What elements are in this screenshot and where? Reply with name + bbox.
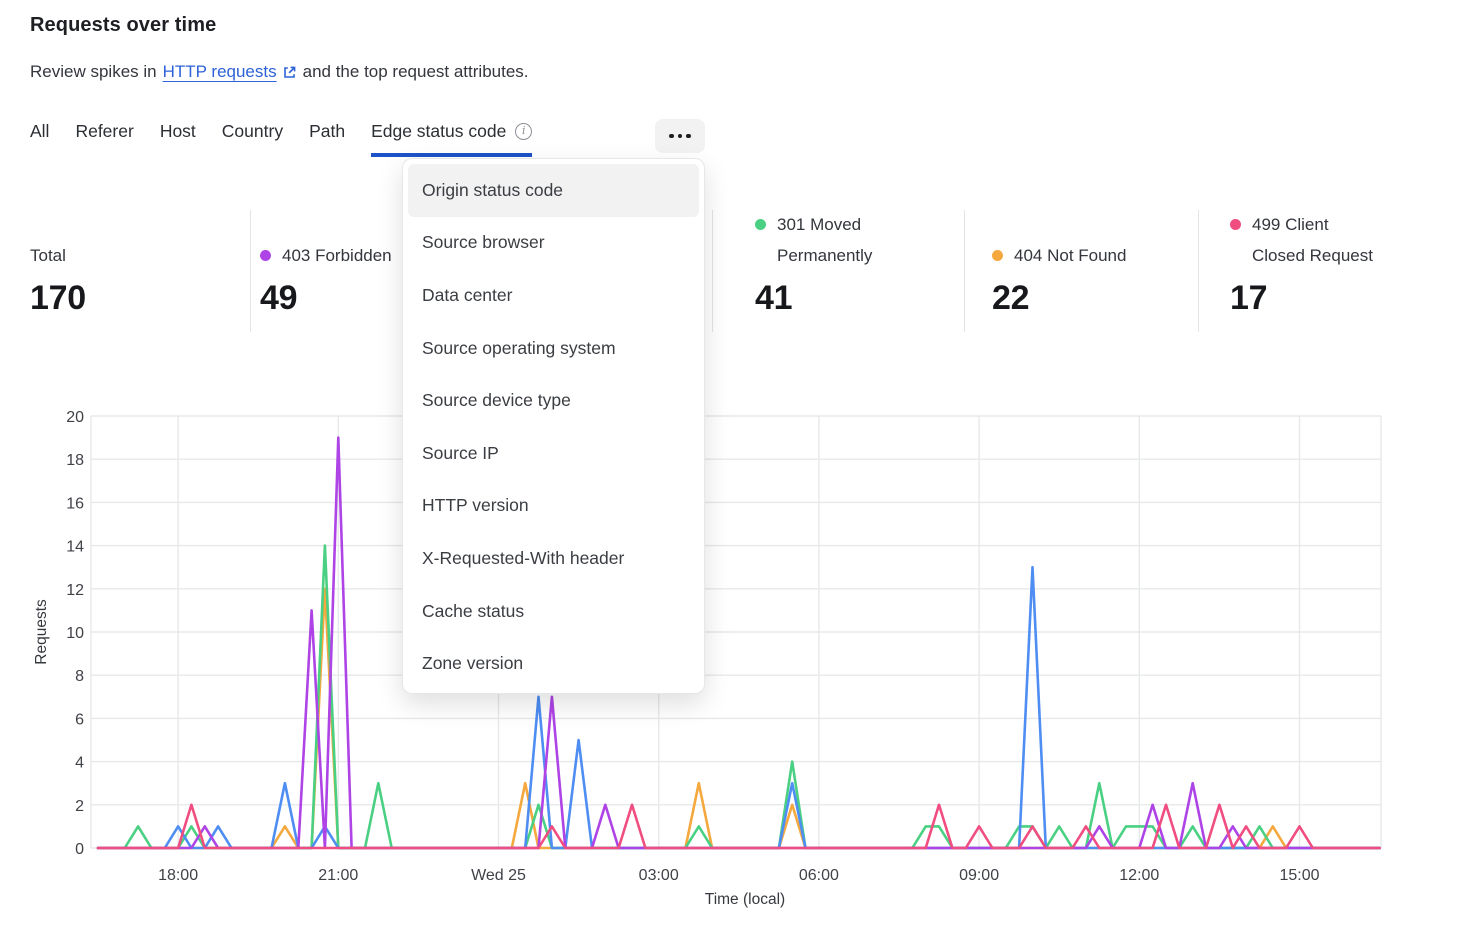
stat-value: 170 [30, 279, 86, 317]
menu-item-origin-status-code[interactable]: Origin status code [408, 164, 699, 217]
stat-value: 49 [260, 279, 298, 317]
x-tick-label: 12:00 [1119, 867, 1159, 884]
stat-block-403-forbidden: 403 Forbidden 49 [260, 200, 392, 320]
stat-block-404-not-found: 404 Not Found 22 [992, 200, 1126, 320]
tab-edge-status-code[interactable]: Edge status code i [371, 121, 533, 157]
x-tick-label: 03:00 [639, 867, 679, 884]
stat-label: Total [30, 246, 66, 265]
tab-label: All [30, 121, 50, 141]
stat-label: Closed Request [1252, 246, 1373, 265]
y-tick-label: 4 [75, 755, 84, 772]
y-tick-label: 14 [66, 539, 84, 556]
tab-all[interactable]: All [30, 121, 49, 153]
y-tick-label: 0 [75, 841, 84, 858]
tab-host[interactable]: Host [160, 121, 196, 153]
menu-item-x-requested-with-header[interactable]: X-Requested-With header [422, 547, 625, 568]
x-tick-label: 21:00 [318, 867, 358, 884]
tab-label: Country [221, 121, 284, 141]
y-tick-label: 8 [75, 668, 84, 685]
tab-label: Edge status code [371, 121, 507, 141]
stat-label: Permanently [777, 246, 873, 265]
y-tick-label: 20 [66, 409, 84, 426]
stat-divider [1198, 210, 1199, 332]
external-link-icon [283, 66, 295, 78]
x-axis-title: Time (local) [705, 891, 785, 908]
tab-referer[interactable]: Referer [75, 121, 133, 153]
menu-item-http-version[interactable]: HTTP version [422, 495, 529, 516]
y-tick-label: 2 [75, 798, 84, 815]
dot-icon [686, 133, 691, 139]
stat-label: 499 Client [1252, 215, 1329, 234]
y-tick-label: 16 [66, 495, 84, 512]
x-tick-label: 18:00 [158, 867, 198, 884]
page-title: Requests over time [30, 14, 217, 36]
menu-item-source-operating-system[interactable]: Source operating system [422, 337, 616, 358]
stats-row: Total 170 403 Forbidden 49 301 Moved Permanen… [0, 200, 1458, 332]
http-requests-link[interactable]: HTTP requests [163, 62, 297, 82]
stat-label: 404 Not Found [1014, 246, 1127, 265]
x-tick-label: 15:00 [1279, 867, 1319, 884]
attribute-dropdown-menu: Origin status code Source browser Data cen… [402, 158, 705, 694]
stat-label: 301 Moved [777, 215, 862, 234]
dot-icon [677, 133, 683, 139]
y-tick-label: 18 [66, 452, 84, 469]
tab-label: Path [309, 121, 346, 141]
y-axis-title: Requests [33, 599, 50, 665]
y-tick-label: 12 [66, 582, 84, 599]
y-tick-label: 10 [66, 625, 84, 642]
dot-icon [669, 133, 674, 139]
more-tabs-button[interactable] [655, 119, 705, 153]
page-subtitle: Review spikes in HTTP requests and the t… [30, 62, 529, 82]
x-tick-label: 09:00 [959, 867, 999, 884]
stat-block-301-moved-permanently: 301 Moved Permanently 41 [755, 200, 872, 320]
x-tick-label: 06:00 [799, 867, 839, 884]
legend-dot-icon [755, 219, 766, 230]
attribute-tabs: All Referer Host Country Path Edge status cod… [30, 121, 533, 157]
stat-block-total: Total 170 [30, 200, 86, 320]
legend-dot-icon [260, 250, 271, 261]
subtitle-suffix: and the top request attributes. [302, 62, 529, 81]
subtitle-prefix: Review spikes in [30, 62, 157, 81]
stat-value: 22 [992, 279, 1030, 317]
tab-label: Host [159, 121, 196, 141]
menu-item-zone-version[interactable]: Zone version [422, 653, 524, 674]
info-icon[interactable]: i [515, 122, 533, 140]
menu-item-source-browser[interactable]: Source browser [422, 232, 545, 253]
menu-item-data-center[interactable]: Data center [422, 284, 513, 305]
y-tick-label: 6 [75, 711, 84, 728]
stat-label: 403 Forbidden [282, 246, 392, 265]
stat-divider [712, 210, 713, 332]
tab-label: Referer [75, 121, 134, 141]
legend-dot-icon [992, 250, 1003, 261]
series-line-499-client-closed-request [96, 803, 1381, 850]
stat-value: 17 [1230, 279, 1268, 317]
legend-dot-icon [1230, 219, 1241, 230]
tab-path[interactable]: Path [309, 121, 345, 153]
menu-item-cache-status[interactable]: Cache status [422, 600, 525, 621]
menu-item-source-device-type[interactable]: Source device type [422, 390, 571, 411]
tab-country[interactable]: Country [222, 121, 283, 153]
menu-item-source-ip[interactable]: Source IP [422, 442, 499, 463]
x-tick-label: Wed 25 [471, 867, 526, 884]
stat-divider [250, 210, 251, 332]
stat-block-499-client-closed-request: 499 Client Closed Request 17 [1230, 200, 1373, 320]
stat-value: 41 [755, 279, 793, 317]
stat-divider [964, 210, 965, 332]
series-line-403-forbidden [96, 436, 1381, 850]
